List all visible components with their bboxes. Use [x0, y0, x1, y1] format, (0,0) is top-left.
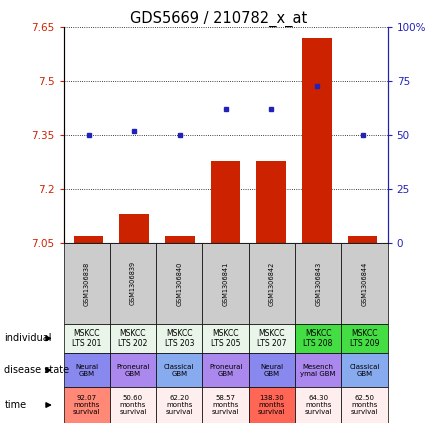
Text: GSM1306841: GSM1306841	[223, 261, 229, 305]
Text: 50.60
months
survival: 50.60 months survival	[119, 395, 147, 415]
Text: MSKCC
LTS 202: MSKCC LTS 202	[118, 329, 148, 348]
Text: 138.30
months
survival: 138.30 months survival	[258, 395, 286, 415]
Text: MSKCC
LTS 203: MSKCC LTS 203	[165, 329, 194, 348]
Bar	[302, 38, 332, 243]
Text: GSM1306838: GSM1306838	[84, 261, 90, 305]
Text: GSM1306842: GSM1306842	[269, 261, 275, 305]
Text: individual: individual	[4, 333, 52, 343]
Text: 58.57
months
survival: 58.57 months survival	[212, 395, 239, 415]
Text: MSKCC
LTS 209: MSKCC LTS 209	[350, 329, 379, 348]
Bar	[120, 214, 149, 243]
Text: GDS5669 / 210782_x_at: GDS5669 / 210782_x_at	[131, 11, 307, 27]
Text: Proneural
GBM: Proneural GBM	[116, 364, 150, 376]
Text: GSM1306839: GSM1306839	[130, 261, 136, 305]
Text: GSM1306844: GSM1306844	[361, 261, 367, 305]
Text: MSKCC
LTS 208: MSKCC LTS 208	[304, 329, 333, 348]
Bar	[74, 236, 103, 243]
Text: Proneural
GBM: Proneural GBM	[209, 364, 242, 376]
Text: 62.50
months
survival: 62.50 months survival	[351, 395, 378, 415]
Text: Neural
GBM: Neural GBM	[75, 364, 98, 376]
Text: Mesench
ymal GBM: Mesench ymal GBM	[300, 364, 336, 376]
Text: MSKCC
LTS 201: MSKCC LTS 201	[72, 329, 101, 348]
Text: Neural
GBM: Neural GBM	[260, 364, 283, 376]
Bar	[165, 236, 195, 243]
Text: MSKCC
LTS 205: MSKCC LTS 205	[211, 329, 240, 348]
Bar	[211, 160, 240, 243]
Text: 92.07
months
survival: 92.07 months survival	[73, 395, 100, 415]
Text: Classical
GBM: Classical GBM	[164, 364, 194, 376]
Text: MSKCC
LTS 207: MSKCC LTS 207	[257, 329, 286, 348]
Text: Classical
GBM: Classical GBM	[349, 364, 380, 376]
Bar	[256, 160, 286, 243]
Text: 62.20
months
survival: 62.20 months survival	[166, 395, 193, 415]
Text: GSM1306843: GSM1306843	[315, 261, 321, 305]
Text: GSM1306840: GSM1306840	[176, 261, 182, 305]
Text: disease state: disease state	[4, 365, 70, 375]
Text: time: time	[4, 400, 27, 410]
Text: 64.30
months
survival: 64.30 months survival	[304, 395, 332, 415]
Bar	[348, 236, 378, 243]
